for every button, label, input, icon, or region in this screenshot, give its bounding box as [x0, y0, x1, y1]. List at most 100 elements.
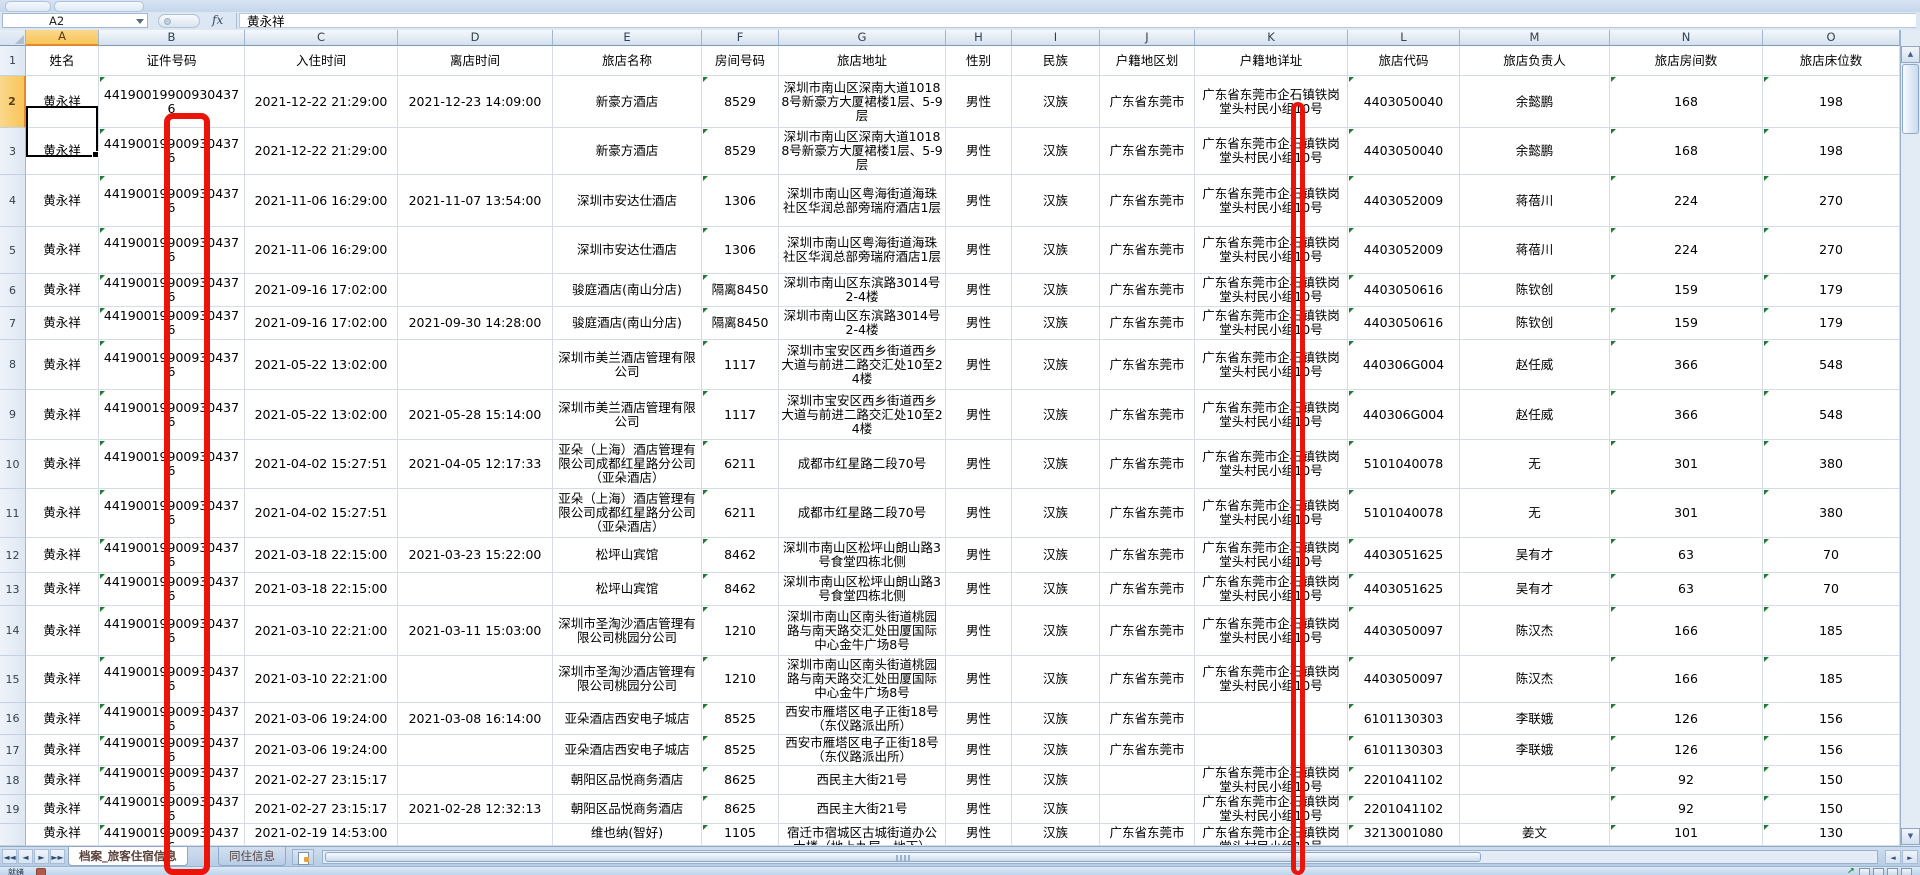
cell-J8[interactable]: 广东省东莞市	[1100, 340, 1195, 390]
quick-access-toolbar[interactable]	[54, 1, 144, 12]
cell-E7[interactable]: 骏庭酒店(南山分店)	[553, 307, 702, 340]
cell-A9[interactable]: 黄永祥	[26, 390, 99, 440]
cell-A16[interactable]: 黄永祥	[26, 703, 99, 735]
cell-K16[interactable]	[1195, 703, 1348, 735]
cell-K19[interactable]: 广东省东莞市企石镇铁岗堂头村民小组10号	[1195, 795, 1348, 824]
column-header-K[interactable]: K	[1195, 30, 1348, 46]
cell-F3[interactable]: 8529	[702, 128, 779, 175]
cell-M7[interactable]: 陈钦创	[1460, 307, 1610, 340]
new-sheet-tab[interactable]	[292, 849, 314, 865]
cell-K2[interactable]: 广东省东莞市企石镇铁岗堂头村民小组10号	[1195, 76, 1348, 128]
page-break-view-icon[interactable]	[1887, 867, 1898, 875]
row-header-8[interactable]: 8	[0, 340, 26, 390]
field-header-K[interactable]: 户籍地详址	[1195, 46, 1348, 76]
cell-A20[interactable]: 黄永祥	[26, 824, 99, 846]
field-header-N[interactable]: 旅店房间数	[1610, 46, 1763, 76]
horizontal-scrollbar[interactable]	[322, 850, 1878, 864]
cell-I15[interactable]: 汉族	[1012, 656, 1100, 703]
cell-O18[interactable]: 150	[1763, 766, 1900, 795]
cell-E12[interactable]: 松坪山宾馆	[553, 538, 702, 573]
cell-M9[interactable]: 赵任威	[1460, 390, 1610, 440]
cell-C3[interactable]: 2021-12-22 21:29:00	[245, 128, 398, 175]
cell-E10[interactable]: 亚朵（上海）酒店管理有限公司成都红星路分公司（亚朵酒店）	[553, 440, 702, 489]
cell-E20[interactable]: 维也纳(智好)	[553, 824, 702, 846]
cell-K4[interactable]: 广东省东莞市企石镇铁岗堂头村民小组10号	[1195, 175, 1348, 227]
cell-G20[interactable]: 宿迁市宿城区古城街道办公大楼（地上九层、地下）	[779, 824, 946, 846]
cell-K10[interactable]: 广东省东莞市企石镇铁岗堂头村民小组10号	[1195, 440, 1348, 489]
field-header-I[interactable]: 民族	[1012, 46, 1100, 76]
cell-A10[interactable]: 黄永祥	[26, 440, 99, 489]
cell-A5[interactable]: 黄永祥	[26, 227, 99, 274]
vertical-scrollbar[interactable]: ▲ ▼	[1900, 30, 1920, 846]
cell-N20[interactable]: 101	[1610, 824, 1763, 846]
macro-record-icon[interactable]	[36, 868, 46, 875]
column-header-M[interactable]: M	[1460, 30, 1610, 46]
column-header-G[interactable]: G	[779, 30, 946, 46]
cell-L13[interactable]: 4403051625	[1348, 573, 1460, 606]
cell-G10[interactable]: 成都市红星路二段70号	[779, 440, 946, 489]
cell-I4[interactable]: 汉族	[1012, 175, 1100, 227]
cell-J18[interactable]	[1100, 766, 1195, 795]
column-header-A[interactable]: A	[26, 30, 99, 46]
cell-F15[interactable]: 1210	[702, 656, 779, 703]
cell-H7[interactable]: 男性	[946, 307, 1012, 340]
sheet-tab-active[interactable]: 档案_旅客住宿信息	[68, 847, 188, 866]
cell-O5[interactable]: 270	[1763, 227, 1900, 274]
column-header-I[interactable]: I	[1012, 30, 1100, 46]
cell-L9[interactable]: 440306G004	[1348, 390, 1460, 440]
cell-G6[interactable]: 深圳市南山区东滨路3014号2-4楼	[779, 274, 946, 307]
cell-C4[interactable]: 2021-11-06 16:29:00	[245, 175, 398, 227]
cell-D17[interactable]	[398, 735, 553, 766]
row-header-18[interactable]: 18	[0, 766, 26, 795]
row-header-3[interactable]: 3	[0, 128, 26, 175]
cell-M11[interactable]: 无	[1460, 489, 1610, 538]
cell-N15[interactable]: 166	[1610, 656, 1763, 703]
cell-B6[interactable]: 441900199009304376	[99, 274, 245, 307]
cell-H6[interactable]: 男性	[946, 274, 1012, 307]
cell-O3[interactable]: 198	[1763, 128, 1900, 175]
cell-H9[interactable]: 男性	[946, 390, 1012, 440]
cell-O20[interactable]: 130	[1763, 824, 1900, 846]
cell-K15[interactable]: 广东省东莞市企石镇铁岗堂头村民小组10号	[1195, 656, 1348, 703]
cell-D3[interactable]	[398, 128, 553, 175]
cell-H20[interactable]: 男性	[946, 824, 1012, 846]
cell-K5[interactable]: 广东省东莞市企石镇铁岗堂头村民小组10号	[1195, 227, 1348, 274]
cell-E18[interactable]: 朝阳区品悦商务酒店	[553, 766, 702, 795]
cell-A12[interactable]: 黄永祥	[26, 538, 99, 573]
cell-J9[interactable]: 广东省东莞市	[1100, 390, 1195, 440]
cell-B10[interactable]: 441900199009304376	[99, 440, 245, 489]
column-header-J[interactable]: J	[1100, 30, 1195, 46]
cell-F20[interactable]: 1105	[702, 824, 779, 846]
cell-N3[interactable]: 168	[1610, 128, 1763, 175]
field-header-G[interactable]: 旅店地址	[779, 46, 946, 76]
cell-K3[interactable]: 广东省东莞市企石镇铁岗堂头村民小组10号	[1195, 128, 1348, 175]
cell-D19[interactable]: 2021-02-28 12:32:13	[398, 795, 553, 824]
cell-C17[interactable]: 2021-03-06 19:24:00	[245, 735, 398, 766]
row-header-19[interactable]: 19	[0, 795, 26, 824]
cell-G16[interactable]: 西安市雁塔区电子正街18号（东仪路派出所）	[779, 703, 946, 735]
cell-M12[interactable]: 吴有才	[1460, 538, 1610, 573]
cell-O14[interactable]: 185	[1763, 606, 1900, 656]
column-header-L[interactable]: L	[1348, 30, 1460, 46]
cell-I9[interactable]: 汉族	[1012, 390, 1100, 440]
cell-G7[interactable]: 深圳市南山区东滨路3014号2-4楼	[779, 307, 946, 340]
cell-O7[interactable]: 179	[1763, 307, 1900, 340]
cell-O6[interactable]: 179	[1763, 274, 1900, 307]
cell-J6[interactable]: 广东省东莞市	[1100, 274, 1195, 307]
cell-A13[interactable]: 黄永祥	[26, 573, 99, 606]
cell-L17[interactable]: 6101130303	[1348, 735, 1460, 766]
field-header-J[interactable]: 户籍地区划	[1100, 46, 1195, 76]
normal-view-icon[interactable]	[1859, 867, 1870, 875]
cell-E11[interactable]: 亚朵（上海）酒店管理有限公司成都红星路分公司（亚朵酒店）	[553, 489, 702, 538]
field-header-B[interactable]: 证件号码	[99, 46, 245, 76]
cell-K11[interactable]: 广东省东莞市企石镇铁岗堂头村民小组10号	[1195, 489, 1348, 538]
cell-H17[interactable]: 男性	[946, 735, 1012, 766]
vertical-scroll-thumb[interactable]	[1902, 64, 1919, 134]
cell-H18[interactable]: 男性	[946, 766, 1012, 795]
cell-D8[interactable]	[398, 340, 553, 390]
cell-N2[interactable]: 168	[1610, 76, 1763, 128]
cell-F13[interactable]: 8462	[702, 573, 779, 606]
column-header-O[interactable]: O	[1763, 30, 1900, 46]
cell-K14[interactable]: 广东省东莞市企石镇铁岗堂头村民小组10号	[1195, 606, 1348, 656]
row-header-12[interactable]: 12	[0, 538, 26, 573]
